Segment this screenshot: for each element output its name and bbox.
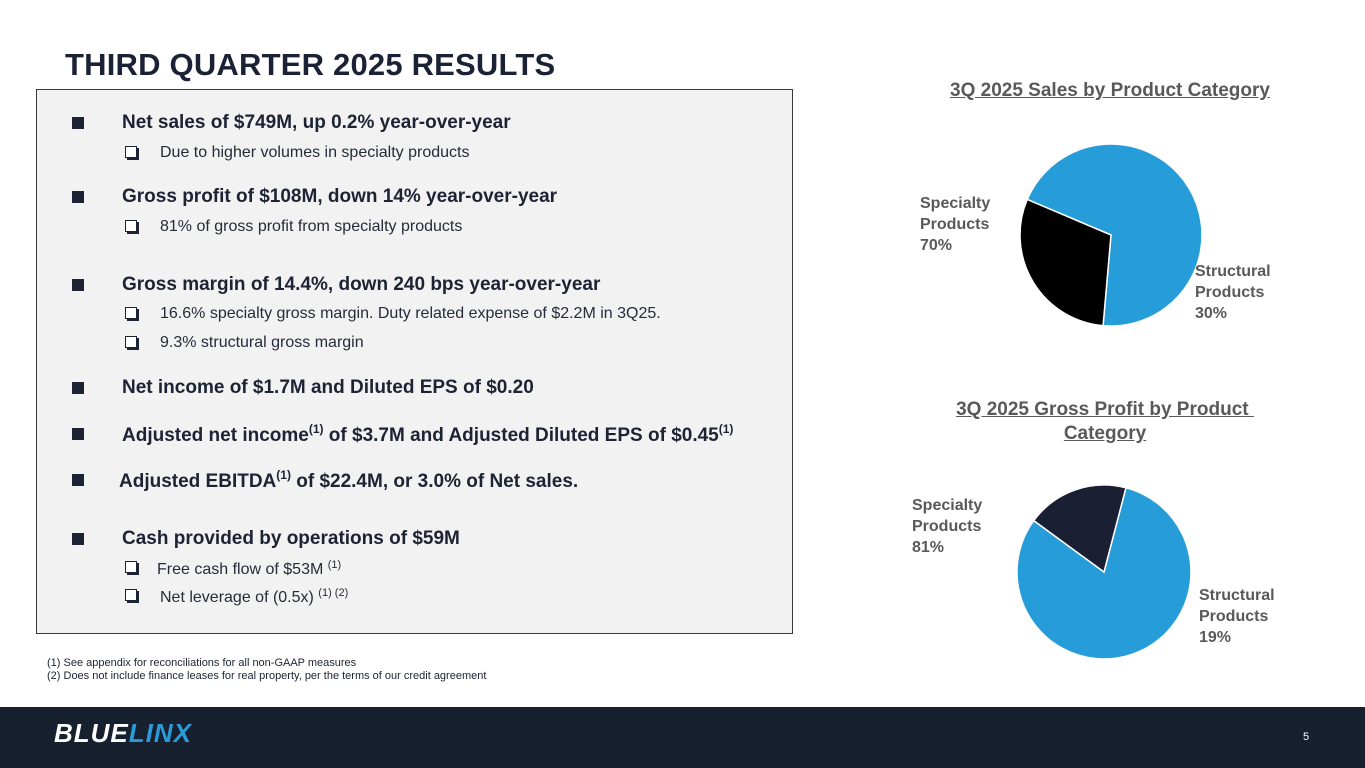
sales-pie-chart xyxy=(1019,143,1203,327)
bullet-text: Gross margin of 14.4%, down 240 bps year… xyxy=(122,274,601,295)
square-bullet-icon xyxy=(72,279,84,291)
pie2-label-specialty: Specialty Products 81% xyxy=(912,497,983,556)
bullet-text: Net sales of $749M, up 0.2% year-over-ye… xyxy=(122,112,511,133)
sub-bullet-text: 9.3% structural gross margin xyxy=(160,334,364,351)
sub-bullet-text: Due to higher volumes in specialty produ… xyxy=(160,144,470,161)
chart-title-gross-profit: 3Q 2025 Gross Profit by Product Category xyxy=(956,399,1254,444)
pie-slice-specialty-products xyxy=(1016,486,1192,660)
sub-bullet-text: Free cash flow of $53M (1) xyxy=(157,559,342,578)
checkbox-bullet-icon xyxy=(125,307,137,319)
sub-bullet-text: Net leverage of (0.5x) (1) (2) xyxy=(160,587,349,606)
bullet-text: Gross profit of $108M, down 14% year-ove… xyxy=(122,186,558,207)
pie-slice-structural-products xyxy=(1019,198,1112,327)
page-title: THIRD QUARTER 2025 RESULTS xyxy=(65,47,556,82)
square-bullet-icon xyxy=(72,191,84,203)
footer-bar xyxy=(0,707,1365,768)
footnote-2: (2) Does not include finance leases for … xyxy=(47,670,487,682)
square-bullet-icon xyxy=(72,533,84,545)
pie1-label-specialty: Specialty Products 70% xyxy=(920,195,991,254)
bullet-text: Net income of $1.7M and Diluted EPS of $… xyxy=(122,377,534,398)
gross-profit-pie-chart xyxy=(1016,484,1192,660)
page-number: 5 xyxy=(1303,731,1310,743)
square-bullet-icon xyxy=(72,117,84,129)
pie2-label-structural: Structural Products 19% xyxy=(1199,587,1275,646)
bullet-text: Cash provided by operations of $59M xyxy=(122,528,460,549)
sub-bullet-text: 16.6% specialty gross margin. Duty relat… xyxy=(160,305,661,322)
pie-slice-specialty-products xyxy=(1026,143,1203,327)
checkbox-bullet-icon xyxy=(125,146,137,158)
checkbox-bullet-icon xyxy=(125,220,137,232)
bullet-text: Adjusted net income(1) of $3.7M and Adju… xyxy=(122,421,734,446)
square-bullet-icon xyxy=(72,474,84,486)
footnote-1: (1) See appendix for reconciliations for… xyxy=(47,657,357,669)
pie1-label-structural: Structural Products 30% xyxy=(1195,263,1271,322)
results-summary-box: Net sales of $749M, up 0.2% year-over-ye… xyxy=(36,89,793,634)
checkbox-bullet-icon xyxy=(125,336,137,348)
checkbox-bullet-icon xyxy=(125,589,137,601)
chart-title-sales: 3Q 2025 Sales by Product Category xyxy=(950,80,1270,101)
sub-bullet-text: 81% of gross profit from specialty produ… xyxy=(160,218,463,235)
square-bullet-icon xyxy=(72,428,84,440)
checkbox-bullet-icon xyxy=(125,561,137,573)
bullet-text: Adjusted EBITDA(1) of $22.4M, or 3.0% of… xyxy=(119,467,579,492)
pie-slice-structural-products xyxy=(1032,484,1127,574)
square-bullet-icon xyxy=(72,382,84,394)
bluelinx-logo: BLUELINX xyxy=(54,718,193,748)
